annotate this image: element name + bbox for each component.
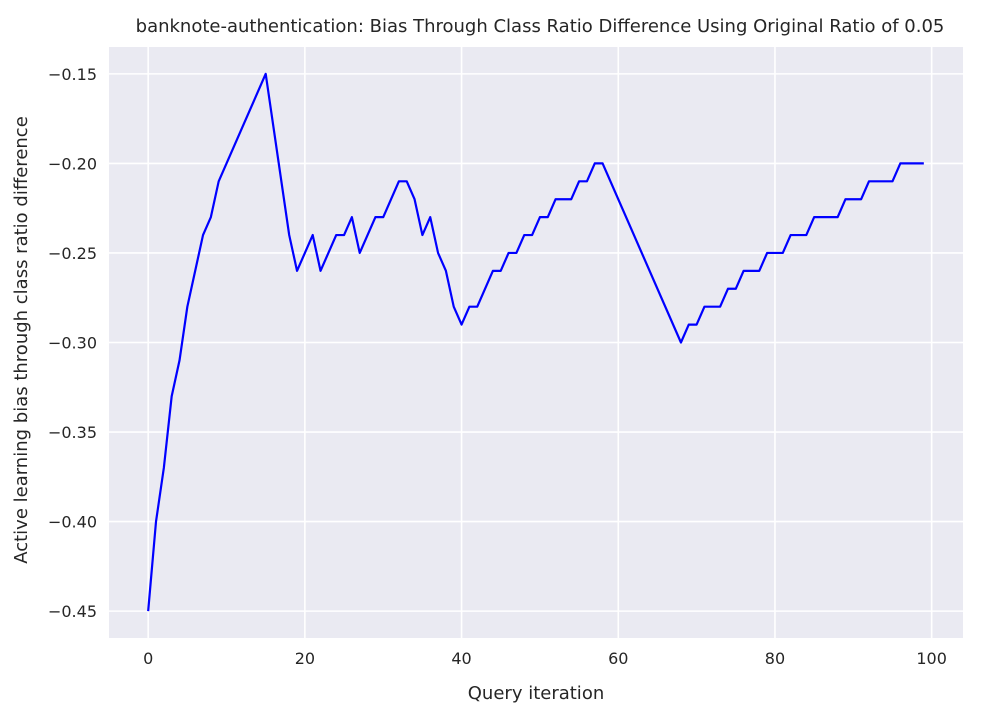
series-layer: [147, 72, 924, 612]
x-tick-label: 80: [765, 649, 785, 668]
x-tick-labels: 0 20 40 60 80 100: [143, 649, 947, 668]
x-tick-label: 20: [295, 649, 315, 668]
y-tick-label: −0.40: [48, 513, 97, 532]
x-tick-label: 60: [608, 649, 628, 668]
chart-title: banknote-authentication: Bias Through Cl…: [136, 16, 945, 37]
y-axis-label: Active learning bias through class ratio…: [11, 116, 32, 564]
x-tick-label: 0: [143, 649, 153, 668]
y-tick-label: −0.15: [48, 65, 97, 84]
x-tick-label: 100: [916, 649, 947, 668]
y-tick-label: −0.45: [48, 602, 97, 621]
x-tick-label: 40: [451, 649, 471, 668]
y-tick-label: −0.30: [48, 334, 97, 353]
y-tick-label: −0.20: [48, 154, 97, 173]
x-axis-label: Query iteration: [468, 683, 604, 704]
y-tick-label: −0.35: [48, 423, 97, 442]
y-tick-labels: −0.45 −0.40 −0.35 −0.30 −0.25 −0.20 −0.15: [48, 65, 97, 621]
series-line: [147, 72, 924, 612]
y-tick-label: −0.25: [48, 244, 97, 263]
grid-lines: [109, 47, 963, 638]
